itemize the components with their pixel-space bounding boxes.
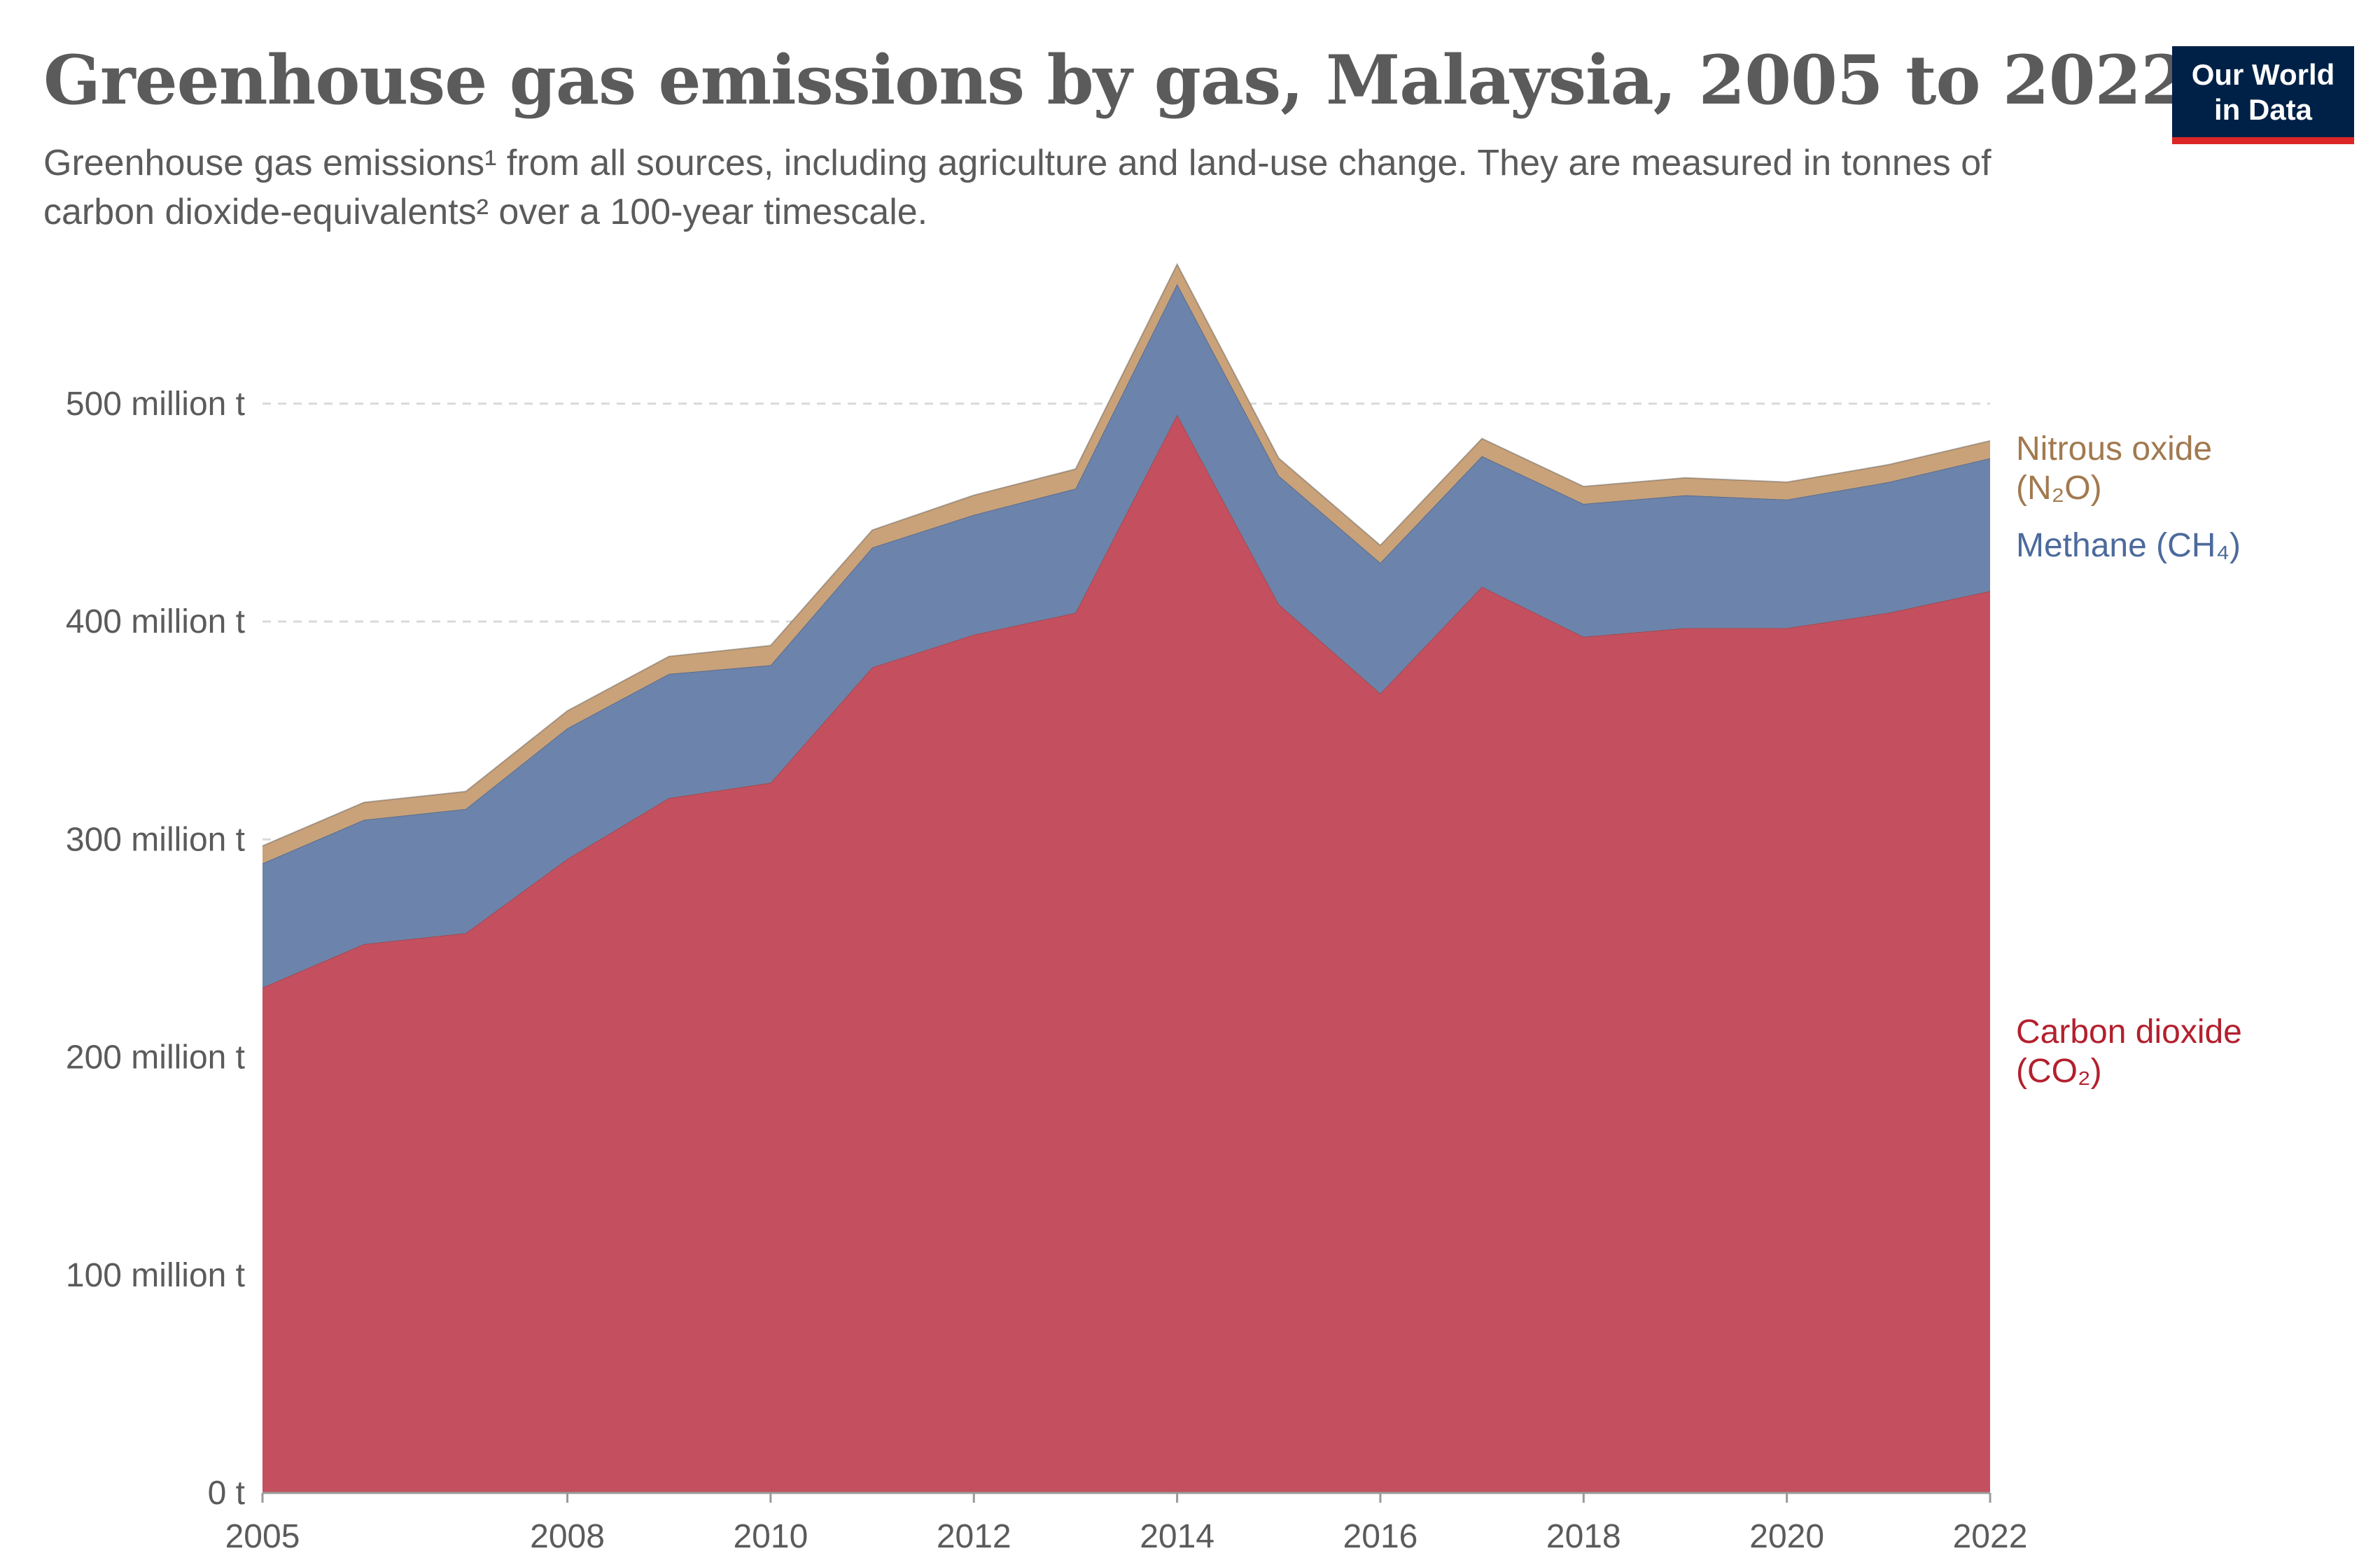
x-tick-label: 2014 bbox=[1140, 1518, 1214, 1555]
area-series-0[interactable] bbox=[262, 414, 1990, 1493]
y-tick-label: 500 million t bbox=[66, 386, 245, 423]
x-tick-label: 2018 bbox=[1546, 1518, 1621, 1555]
series-label-line: (N₂O) bbox=[2016, 470, 2102, 507]
y-axis-ticks: 0 t 100 million t 200 million t 300 million… bbox=[66, 386, 245, 1512]
logo-line-2: in Data bbox=[2213, 93, 2313, 126]
series-label-2: Nitrous oxide (N₂O) bbox=[2016, 430, 2212, 507]
y-tick-label: 100 million t bbox=[66, 1257, 245, 1294]
chart-title: Greenhouse gas emissions by gas, Malaysi… bbox=[43, 41, 2188, 120]
series-label-line: Methane (CH₄) bbox=[2016, 527, 2241, 564]
chart-subtitle: Greenhouse gas emissions¹ from all sourc… bbox=[43, 143, 1991, 232]
x-tick-label: 2005 bbox=[225, 1518, 300, 1555]
series-label-line: Nitrous oxide bbox=[2016, 430, 2212, 468]
area-edge-2 bbox=[262, 262, 1991, 847]
x-tick-label: 2020 bbox=[1749, 1518, 1824, 1555]
series-label-1: Methane (CH₄) bbox=[2016, 527, 2241, 564]
series-label-0: Carbon dioxide (CO₂) bbox=[2016, 1013, 2242, 1090]
area-series-1[interactable] bbox=[262, 283, 1990, 988]
y-tick-label: 400 million t bbox=[66, 603, 245, 640]
x-tick-label: 2012 bbox=[937, 1518, 1011, 1555]
owid-logo[interactable]: Our World in Data bbox=[2172, 46, 2354, 144]
x-tick-label: 2016 bbox=[1343, 1518, 1418, 1555]
y-tick-label: 200 million t bbox=[66, 1039, 245, 1076]
y-tick-label: 300 million t bbox=[66, 821, 245, 858]
x-axis: 2005 2008 2010 2012 2014 2016 2018 2020 2022 bbox=[225, 1492, 2028, 1555]
x-tick-label: 2008 bbox=[530, 1518, 605, 1555]
series-label-line: (CO₂) bbox=[2016, 1053, 2102, 1090]
x-tick-label: 2022 bbox=[1953, 1518, 2028, 1555]
stacked-areas bbox=[262, 262, 1991, 1493]
series-label-line: Carbon dioxide bbox=[2016, 1013, 2242, 1051]
logo-line-1: Our World bbox=[2191, 58, 2335, 91]
series-labels: Carbon dioxide (CO₂) Methane (CH₄) Nitrous … bbox=[2016, 430, 2242, 1090]
area-series-2[interactable] bbox=[262, 264, 1990, 864]
y-tick-label: 0 t bbox=[208, 1475, 245, 1512]
x-tick-label: 2010 bbox=[733, 1518, 808, 1555]
